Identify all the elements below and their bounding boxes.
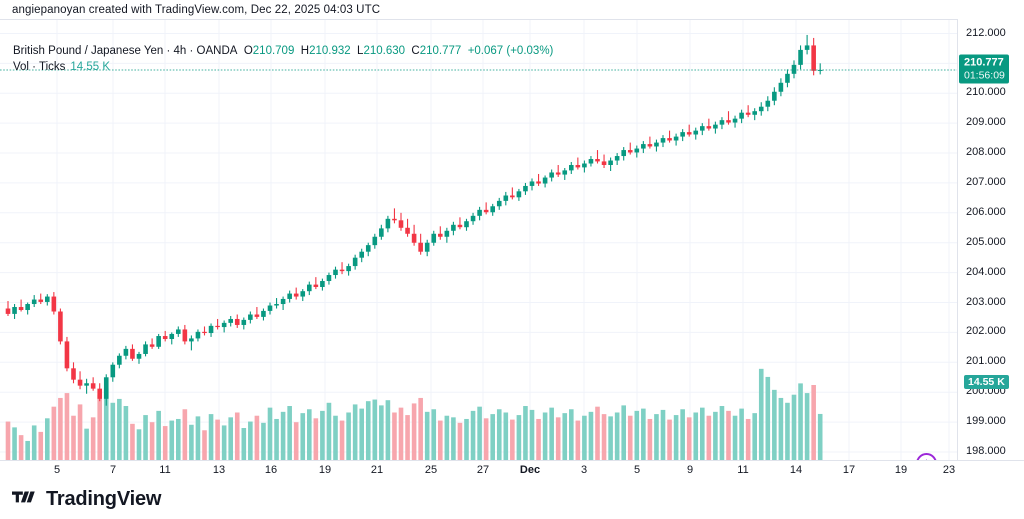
footer: TradingView (0, 479, 1024, 519)
current-price-value: 210.777 (964, 56, 1004, 69)
current-price-badge[interactable]: 210.777 01:56:09 (959, 54, 1009, 84)
tradingview-logo-icon (12, 491, 35, 502)
time-scale[interactable]: 5 7 11 13 16 19 21 25 27 Dec 3 5 9 11 14 17 19 23 (0, 460, 1024, 479)
time-tick-9: 9 (686, 464, 694, 476)
time-tick-21: 21 (370, 464, 384, 476)
price-tick-198.000: 198.000 (966, 445, 1006, 457)
time-tick-19: 19 (894, 464, 908, 476)
price-tick-206.000: 206.000 (966, 205, 1006, 218)
time-tick-14: 14 (789, 464, 803, 476)
price-tick-208.000: 208.000 (966, 146, 1006, 158)
time-tick-23: 23 (942, 464, 956, 476)
time-tick-13: 13 (212, 464, 226, 476)
price-tick-209.000: 209.000 (966, 116, 1006, 129)
footer-brand: TradingView (46, 487, 162, 510)
candlestick-svg (0, 20, 957, 461)
price-tick-199.000: 199.000 (966, 415, 1006, 428)
time-tick-27: 27 (476, 464, 490, 476)
price-tick-201.000: 201.000 (966, 355, 1006, 368)
time-tick-11: 11 (159, 464, 171, 476)
time-tick-11: 11 (737, 464, 749, 476)
time-tick-7: 7 (109, 464, 117, 476)
chart-panel[interactable]: British Pound / Japanese Yen · 4h · OAND… (0, 19, 1024, 479)
price-tick-205.000: 205.000 (966, 235, 1006, 248)
time-tick-19: 19 (318, 464, 332, 476)
time-tick-5: 5 (633, 464, 641, 476)
price-tick-202.000: 202.000 (966, 325, 1006, 338)
time-tick-25: 25 (424, 464, 438, 476)
time-tick-5: 5 (53, 464, 61, 476)
bar-countdown: 01:56:09 (964, 69, 1005, 81)
price-tick-204.000: 204.000 (966, 265, 1006, 278)
price-tick-203.000: 203.000 (966, 295, 1006, 308)
time-tick-16: 16 (264, 464, 278, 476)
time-tick-Dec: Dec (519, 464, 541, 476)
volume-value-badge: 14.55 K (964, 374, 1009, 389)
price-tick-207.000: 207.000 (966, 175, 1006, 188)
price-tick-210.000: 210.000 (966, 86, 1006, 99)
time-tick-17: 17 (842, 464, 856, 476)
price-tick-212.000: 212.000 (966, 26, 1006, 39)
attribution-text: angiepanoyan created with TradingView.co… (12, 4, 381, 16)
price-scale[interactable]: 212.000211.000210.000209.000208.000207.0… (957, 19, 1024, 479)
chart-plot-area[interactable] (0, 20, 957, 461)
time-tick-3: 3 (580, 464, 588, 476)
